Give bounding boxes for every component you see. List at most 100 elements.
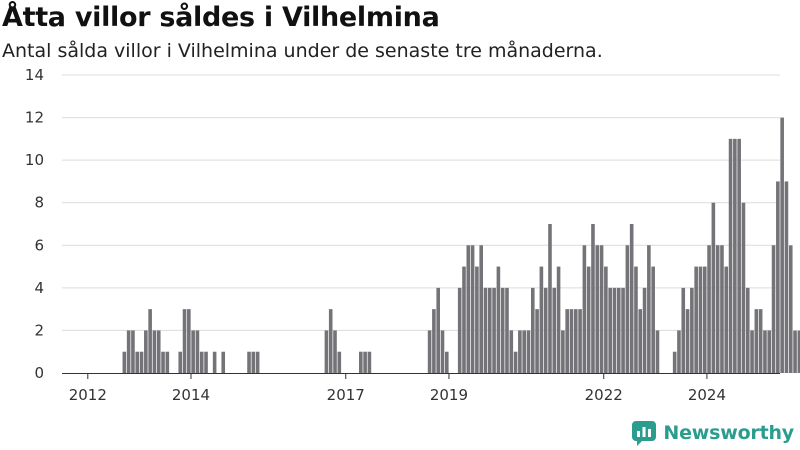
bar <box>591 224 595 373</box>
bar <box>745 287 750 373</box>
bar <box>182 309 187 373</box>
bar <box>126 330 131 373</box>
x-tick-label: 2012 <box>69 386 107 404</box>
bar <box>616 287 621 373</box>
bar <box>251 351 256 373</box>
bar <box>427 330 432 373</box>
bar <box>436 287 440 373</box>
bar <box>204 351 208 373</box>
bar <box>758 309 763 373</box>
bar <box>788 245 793 373</box>
bar <box>526 330 531 373</box>
bar <box>247 351 251 373</box>
bar <box>741 202 746 373</box>
x-tick-label: 2024 <box>688 386 726 404</box>
bar <box>178 351 183 373</box>
bar <box>539 266 544 373</box>
bar <box>604 266 608 373</box>
bar <box>487 287 492 373</box>
bar <box>638 309 643 373</box>
bar <box>475 266 479 373</box>
bar <box>522 330 526 373</box>
bar <box>793 330 797 373</box>
bar <box>543 287 548 373</box>
x-tick-label: 2014 <box>172 386 210 404</box>
bar <box>797 330 800 373</box>
bar <box>573 309 578 373</box>
bar <box>728 138 733 373</box>
bar <box>733 138 737 373</box>
bar <box>324 330 329 373</box>
bar <box>156 330 161 373</box>
bar <box>221 351 226 373</box>
chart-title: Åtta villor såldes i Vilhelmina <box>2 2 440 33</box>
bar <box>707 245 711 373</box>
bar <box>608 287 612 373</box>
bar <box>569 309 574 373</box>
bar <box>655 330 660 373</box>
newsworthy-logo: Newsworthy <box>631 420 794 446</box>
bar <box>642 287 647 373</box>
bar <box>763 330 767 373</box>
y-tick-label: 0 <box>34 364 44 382</box>
bar <box>621 287 625 373</box>
bar <box>483 287 488 373</box>
bar <box>750 330 754 373</box>
bar <box>754 309 759 373</box>
bar <box>685 309 690 373</box>
bar <box>720 245 724 373</box>
bar <box>702 266 707 373</box>
bar <box>698 266 703 373</box>
bar <box>634 266 638 373</box>
y-tick-label: 4 <box>34 279 44 297</box>
bar <box>780 117 784 373</box>
bar <box>767 330 772 373</box>
y-tick-label: 2 <box>34 321 44 339</box>
bar <box>629 224 634 373</box>
bar <box>479 245 483 373</box>
bar <box>612 287 617 373</box>
bar <box>513 351 518 373</box>
bar <box>363 351 367 373</box>
newsworthy-logo-icon <box>632 421 657 446</box>
x-tick-label: 2019 <box>430 386 468 404</box>
y-tick-label: 6 <box>34 236 44 254</box>
bar <box>681 287 686 373</box>
bar <box>144 330 148 373</box>
y-tick-label: 10 <box>25 151 44 169</box>
bar <box>711 202 716 373</box>
bar <box>672 351 677 373</box>
bar <box>784 181 789 373</box>
y-tick-label: 8 <box>34 194 44 212</box>
bar <box>187 309 191 373</box>
chart-subtitle: Antal sålda villor i Vilhelmina under de… <box>2 40 603 62</box>
bar <box>165 351 170 373</box>
bar <box>432 309 436 373</box>
bar <box>131 330 135 373</box>
bar <box>771 245 776 373</box>
bar <box>724 266 729 373</box>
bar <box>535 309 539 373</box>
bar <box>694 266 698 373</box>
bar <box>135 351 140 373</box>
bar <box>599 245 604 373</box>
y-tick-label: 12 <box>25 109 44 127</box>
x-tick-label: 2017 <box>327 386 365 404</box>
bar <box>337 351 342 373</box>
y-tick-label: 14 <box>25 66 44 84</box>
bar <box>466 245 471 373</box>
bar <box>255 351 260 373</box>
bar <box>148 309 152 373</box>
bar <box>565 309 569 373</box>
x-tick-label: 2022 <box>585 386 623 404</box>
brand-name: Newsworthy <box>663 422 794 444</box>
bar <box>191 330 195 373</box>
bar <box>677 330 681 373</box>
bar <box>161 351 165 373</box>
bar <box>199 351 204 373</box>
bar <box>470 245 475 373</box>
bar <box>152 330 157 373</box>
bar <box>212 351 217 373</box>
bar <box>737 138 741 373</box>
